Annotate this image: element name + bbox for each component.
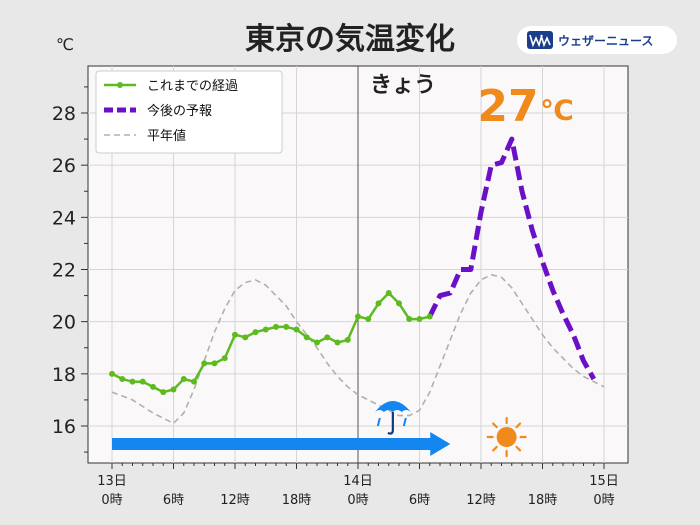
- y-axis: 16 18 20 22 24 26 28: [52, 86, 88, 453]
- y-tick-label: 16: [52, 416, 76, 438]
- x-axis: 13日 0時 6時 12時 18時 14日 0時 6時 12時 18時 15日 0時: [97, 463, 619, 508]
- data-point: [150, 383, 156, 390]
- series-line-1: [427, 136, 596, 381]
- data-point: [283, 323, 290, 330]
- rain-period-bar: [112, 438, 433, 450]
- x-tick-label-day: 13日: [97, 474, 127, 489]
- legend-box: [95, 70, 283, 154]
- y-unit-label: ℃: [56, 35, 74, 54]
- wn-logo-mark: [529, 34, 551, 48]
- x-tick-label-hour: 0時: [593, 493, 614, 508]
- data-point: [303, 334, 310, 341]
- data-point: [375, 300, 382, 307]
- brand-text: ウェザーニュース: [558, 34, 653, 48]
- data-point: [344, 336, 351, 343]
- data-point: [109, 370, 115, 377]
- brand-badge: [517, 26, 677, 54]
- x-tick-label-hour: 6時: [163, 493, 184, 508]
- umbrella-handle: [387, 412, 394, 435]
- y-tick-label: 20: [52, 312, 76, 334]
- sun-ray: [492, 422, 498, 429]
- data-point: [293, 326, 300, 333]
- rain-drop: [402, 417, 407, 427]
- data-point: [119, 376, 126, 383]
- data-point: [252, 329, 259, 336]
- x-tick-label-day: 15日: [589, 474, 619, 489]
- x-tick-label-hour: 18時: [528, 493, 558, 508]
- data-point: [160, 389, 167, 396]
- sun-rays: [486, 416, 527, 458]
- data-point: [201, 360, 208, 367]
- rain-period-arrow: [112, 432, 451, 456]
- data-point: [191, 378, 197, 385]
- data-point: [334, 339, 341, 346]
- sun-disk: [496, 427, 517, 447]
- y-tick-label: 28: [52, 103, 76, 125]
- data-point: [426, 313, 433, 320]
- peak-unit: ℃: [540, 94, 574, 127]
- x-tick-label-hour: 0時: [101, 493, 122, 508]
- data-point: [355, 313, 361, 320]
- legend-label-forecast: 今後の予報: [147, 103, 212, 119]
- legend: これまでの経過 今後の予報 平年値: [95, 70, 283, 154]
- data-point: [314, 339, 320, 346]
- y-tick-label: 18: [52, 364, 76, 386]
- y-tick-label: 26: [52, 155, 76, 177]
- x-tick-label-hour: 6時: [409, 493, 430, 508]
- legend-marker-observed: [117, 82, 123, 88]
- data-point: [180, 376, 187, 383]
- data-point: [273, 323, 279, 330]
- umbrella-canopy: [374, 401, 411, 412]
- data-point: [396, 300, 402, 307]
- sun-ray: [515, 445, 522, 452]
- y-tick-label: 22: [52, 260, 76, 282]
- data-point: [129, 378, 136, 385]
- data-point: [416, 316, 423, 323]
- data-point: [365, 316, 372, 323]
- peak-value: 27: [477, 81, 538, 132]
- data-point: [211, 360, 218, 367]
- x-tick-label-hour: 0時: [347, 493, 368, 508]
- data-point: [262, 326, 269, 333]
- sun-icon: [486, 416, 527, 458]
- x-tick-label-hour: 18時: [282, 493, 312, 508]
- data-point: [406, 316, 413, 323]
- today-label: きょう: [370, 73, 436, 98]
- x-tick-label-hour: 12時: [466, 493, 496, 508]
- rain-drop: [376, 417, 381, 427]
- data-point: [232, 331, 238, 338]
- peak-temperature: 27 ℃: [477, 81, 574, 132]
- data-point: [324, 334, 331, 341]
- sun-ray: [492, 445, 498, 452]
- data-point: [139, 378, 146, 385]
- brand-logo: ウェザーニュース: [517, 26, 677, 54]
- sun-ray: [515, 422, 522, 429]
- legend-label-observed: これまでの経過: [147, 79, 238, 94]
- data-point: [221, 355, 228, 362]
- chart-title: 東京の気温変化: [245, 22, 455, 57]
- legend-label-normal: 平年値: [147, 128, 186, 144]
- data-point: [242, 334, 249, 341]
- rain-arrowhead: [430, 432, 451, 456]
- umbrella-rain-icon: [374, 401, 411, 435]
- x-tick-label-hour: 12時: [220, 493, 250, 508]
- data-point: [170, 386, 177, 393]
- x-tick-label-day: 14日: [343, 474, 373, 489]
- data-point: [385, 289, 392, 296]
- y-tick-label: 24: [52, 207, 76, 229]
- series-line-2: [111, 273, 605, 425]
